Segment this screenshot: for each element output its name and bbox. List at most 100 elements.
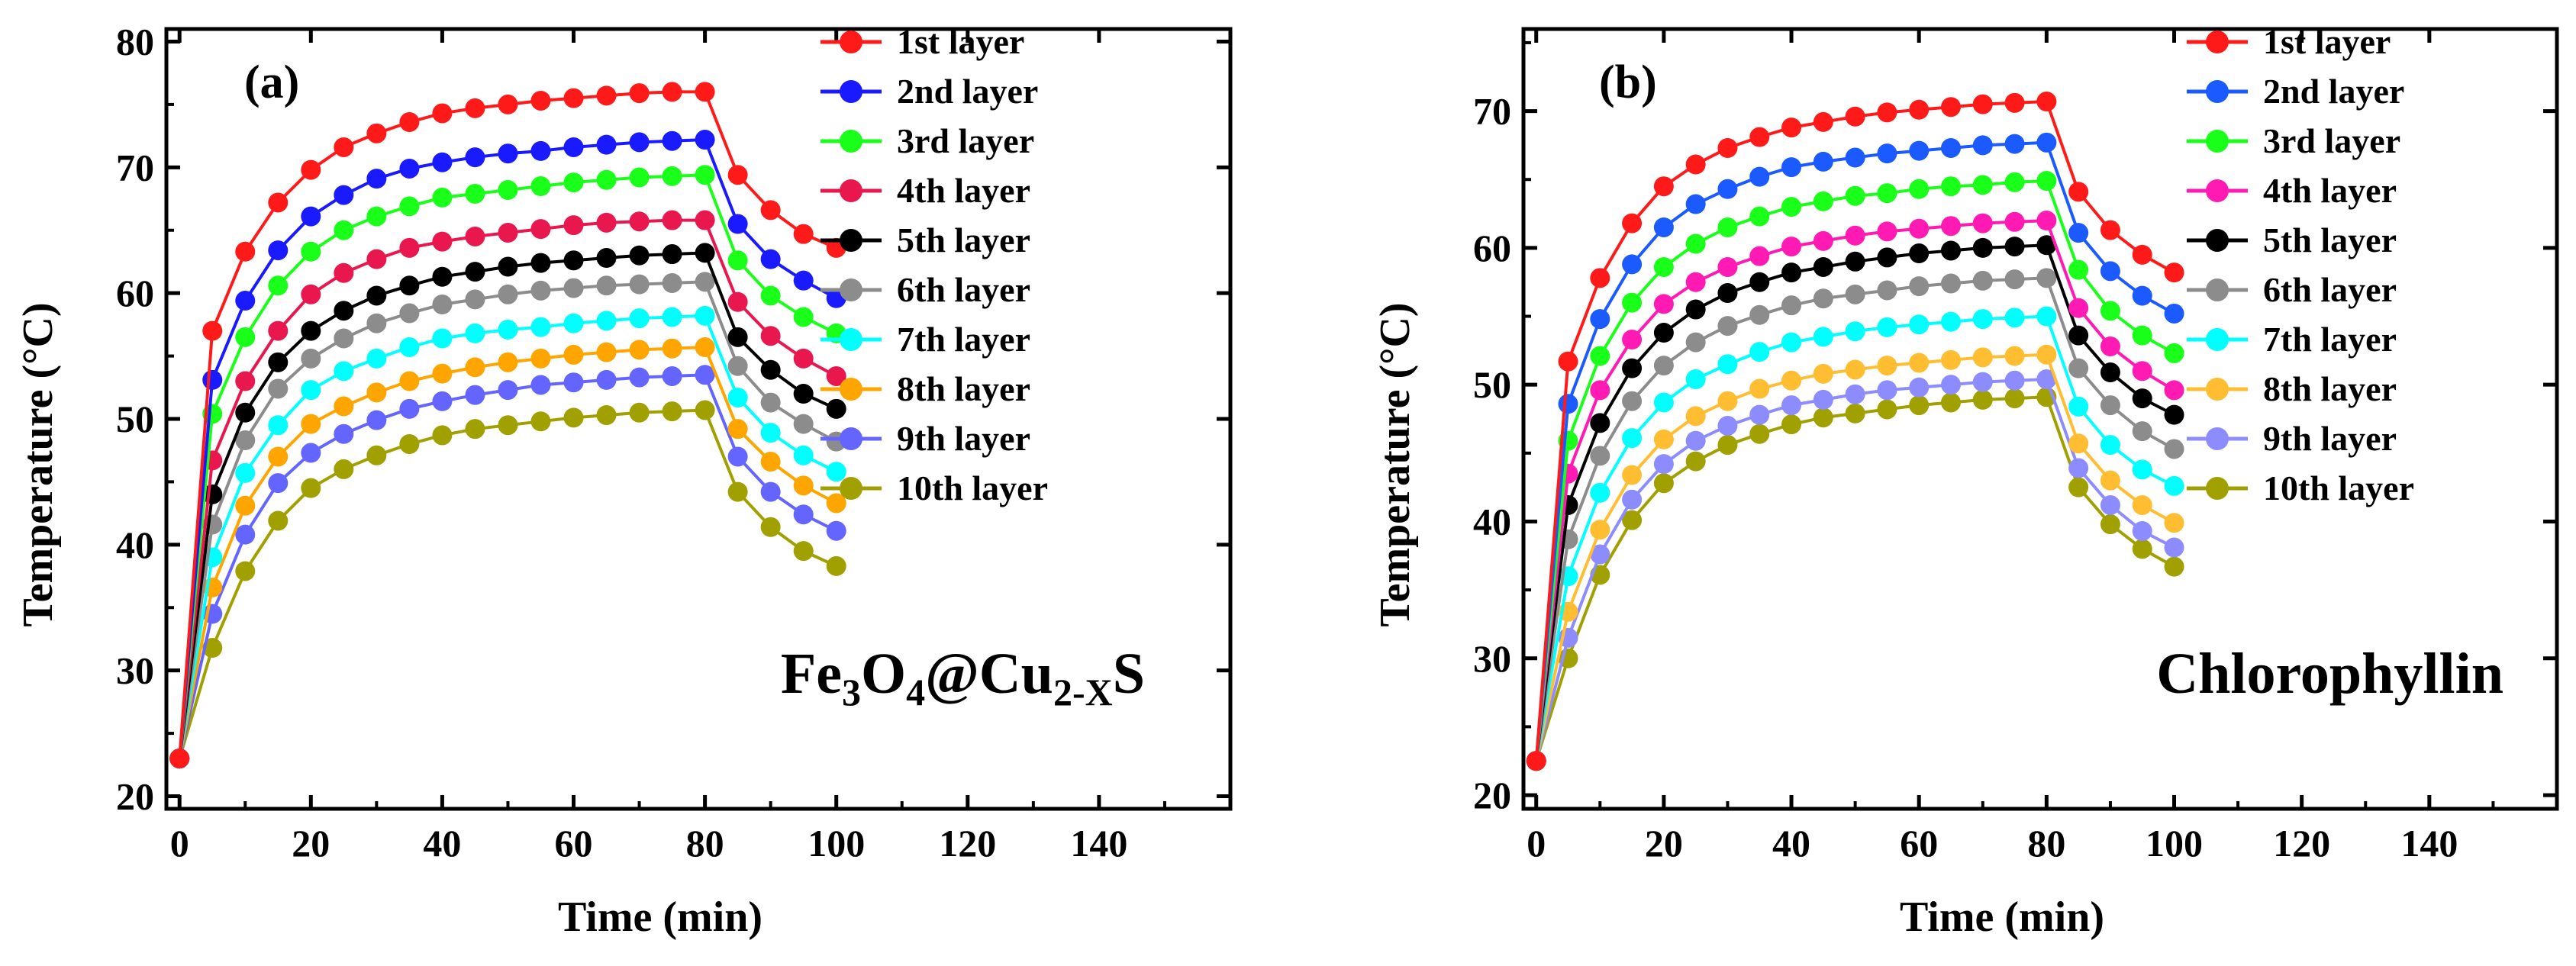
data-point <box>2004 211 2025 232</box>
data-point <box>727 327 748 347</box>
legend-label: 6th layer <box>2263 270 2397 309</box>
data-point <box>2036 369 2057 390</box>
data-point <box>268 192 289 213</box>
data-point <box>399 196 420 217</box>
y-axis-title: Temperature (°C) <box>1372 302 1419 626</box>
series-1 <box>169 82 846 769</box>
data-point <box>563 172 584 193</box>
legend-label: 10th layer <box>897 469 1048 507</box>
data-point <box>1845 251 1865 272</box>
data-point <box>1590 446 1610 466</box>
data-point <box>662 338 682 359</box>
y-tick-label: 40 <box>116 523 154 566</box>
data-point <box>1749 378 1770 399</box>
data-point <box>596 275 617 296</box>
data-point <box>1717 354 1738 375</box>
data-point <box>1813 389 1833 410</box>
data-point <box>2036 306 2057 327</box>
data-point <box>498 352 518 372</box>
data-point <box>760 359 781 380</box>
data-point <box>1749 166 1770 187</box>
data-point <box>695 243 715 263</box>
x-tick-label: 140 <box>1070 822 1127 865</box>
legend-label: 1st layer <box>897 22 1024 61</box>
data-point <box>1558 394 1578 414</box>
data-point <box>695 337 715 358</box>
data-point <box>2164 439 2184 459</box>
data-point <box>301 206 321 227</box>
data-point <box>301 348 321 369</box>
data-point <box>695 210 715 230</box>
data-point <box>760 423 781 443</box>
y-tick-label: 70 <box>116 146 154 188</box>
data-point <box>596 342 617 362</box>
x-tick-label: 40 <box>1772 822 1810 865</box>
data-point <box>629 308 650 329</box>
data-point <box>1845 284 1865 304</box>
data-point <box>1749 423 1770 444</box>
data-point <box>498 256 518 277</box>
data-point <box>1749 304 1770 325</box>
data-point <box>1877 280 1897 301</box>
data-point <box>1909 353 1930 373</box>
data-point <box>1717 179 1738 199</box>
data-point <box>1590 346 1610 366</box>
data-point <box>2004 346 2025 366</box>
data-point <box>1813 111 1833 132</box>
legend-label: 2nd layer <box>2263 72 2404 111</box>
data-point <box>1877 356 1897 376</box>
data-point <box>1909 276 1930 297</box>
data-point <box>235 241 256 262</box>
data-point <box>2132 539 2152 559</box>
data-point <box>662 244 682 265</box>
data-point <box>2004 237 2025 257</box>
data-point <box>2004 308 2025 328</box>
data-point <box>1909 314 1930 335</box>
data-point <box>498 179 518 200</box>
panel-label: (a) <box>244 56 299 108</box>
data-point <box>1877 380 1897 401</box>
data-point <box>596 369 617 390</box>
data-point <box>1622 391 1643 411</box>
data-point <box>1781 370 1802 391</box>
data-point <box>826 493 846 514</box>
data-point <box>301 284 321 304</box>
data-point <box>465 323 485 343</box>
data-point <box>1717 415 1738 436</box>
series-line <box>178 345 837 759</box>
data-point <box>596 405 617 426</box>
data-point <box>432 266 453 287</box>
data-point <box>399 237 420 258</box>
data-point <box>334 262 354 283</box>
data-point <box>793 541 814 562</box>
x-axis-title: Time (min) <box>1900 894 2104 941</box>
data-point <box>1877 221 1897 242</box>
data-point <box>432 152 453 172</box>
data-point <box>1972 389 1993 410</box>
data-point <box>465 226 485 246</box>
data-point <box>1653 356 1674 376</box>
data-point <box>432 231 453 252</box>
data-point <box>695 365 715 385</box>
data-point <box>2164 404 2184 425</box>
data-point <box>1972 347 1993 368</box>
data-point <box>727 291 748 312</box>
data-point <box>2100 220 2120 240</box>
sample-label: Fe3O4@Cu2-XS <box>781 642 1145 713</box>
data-point <box>301 320 321 341</box>
data-point <box>695 305 715 326</box>
data-point <box>366 123 387 143</box>
data-point <box>826 365 846 386</box>
data-point <box>235 371 256 391</box>
data-point <box>2036 268 2057 288</box>
legend-marker <box>2206 80 2229 103</box>
data-point <box>1781 197 1802 217</box>
data-point <box>1685 451 1706 472</box>
data-point <box>268 320 289 341</box>
data-point <box>563 137 584 157</box>
data-point <box>1940 240 1961 261</box>
series-3 <box>169 165 846 769</box>
sample-label: Chlorophyllin <box>2156 642 2503 706</box>
data-point <box>1558 351 1578 372</box>
data-point <box>1813 256 1833 277</box>
